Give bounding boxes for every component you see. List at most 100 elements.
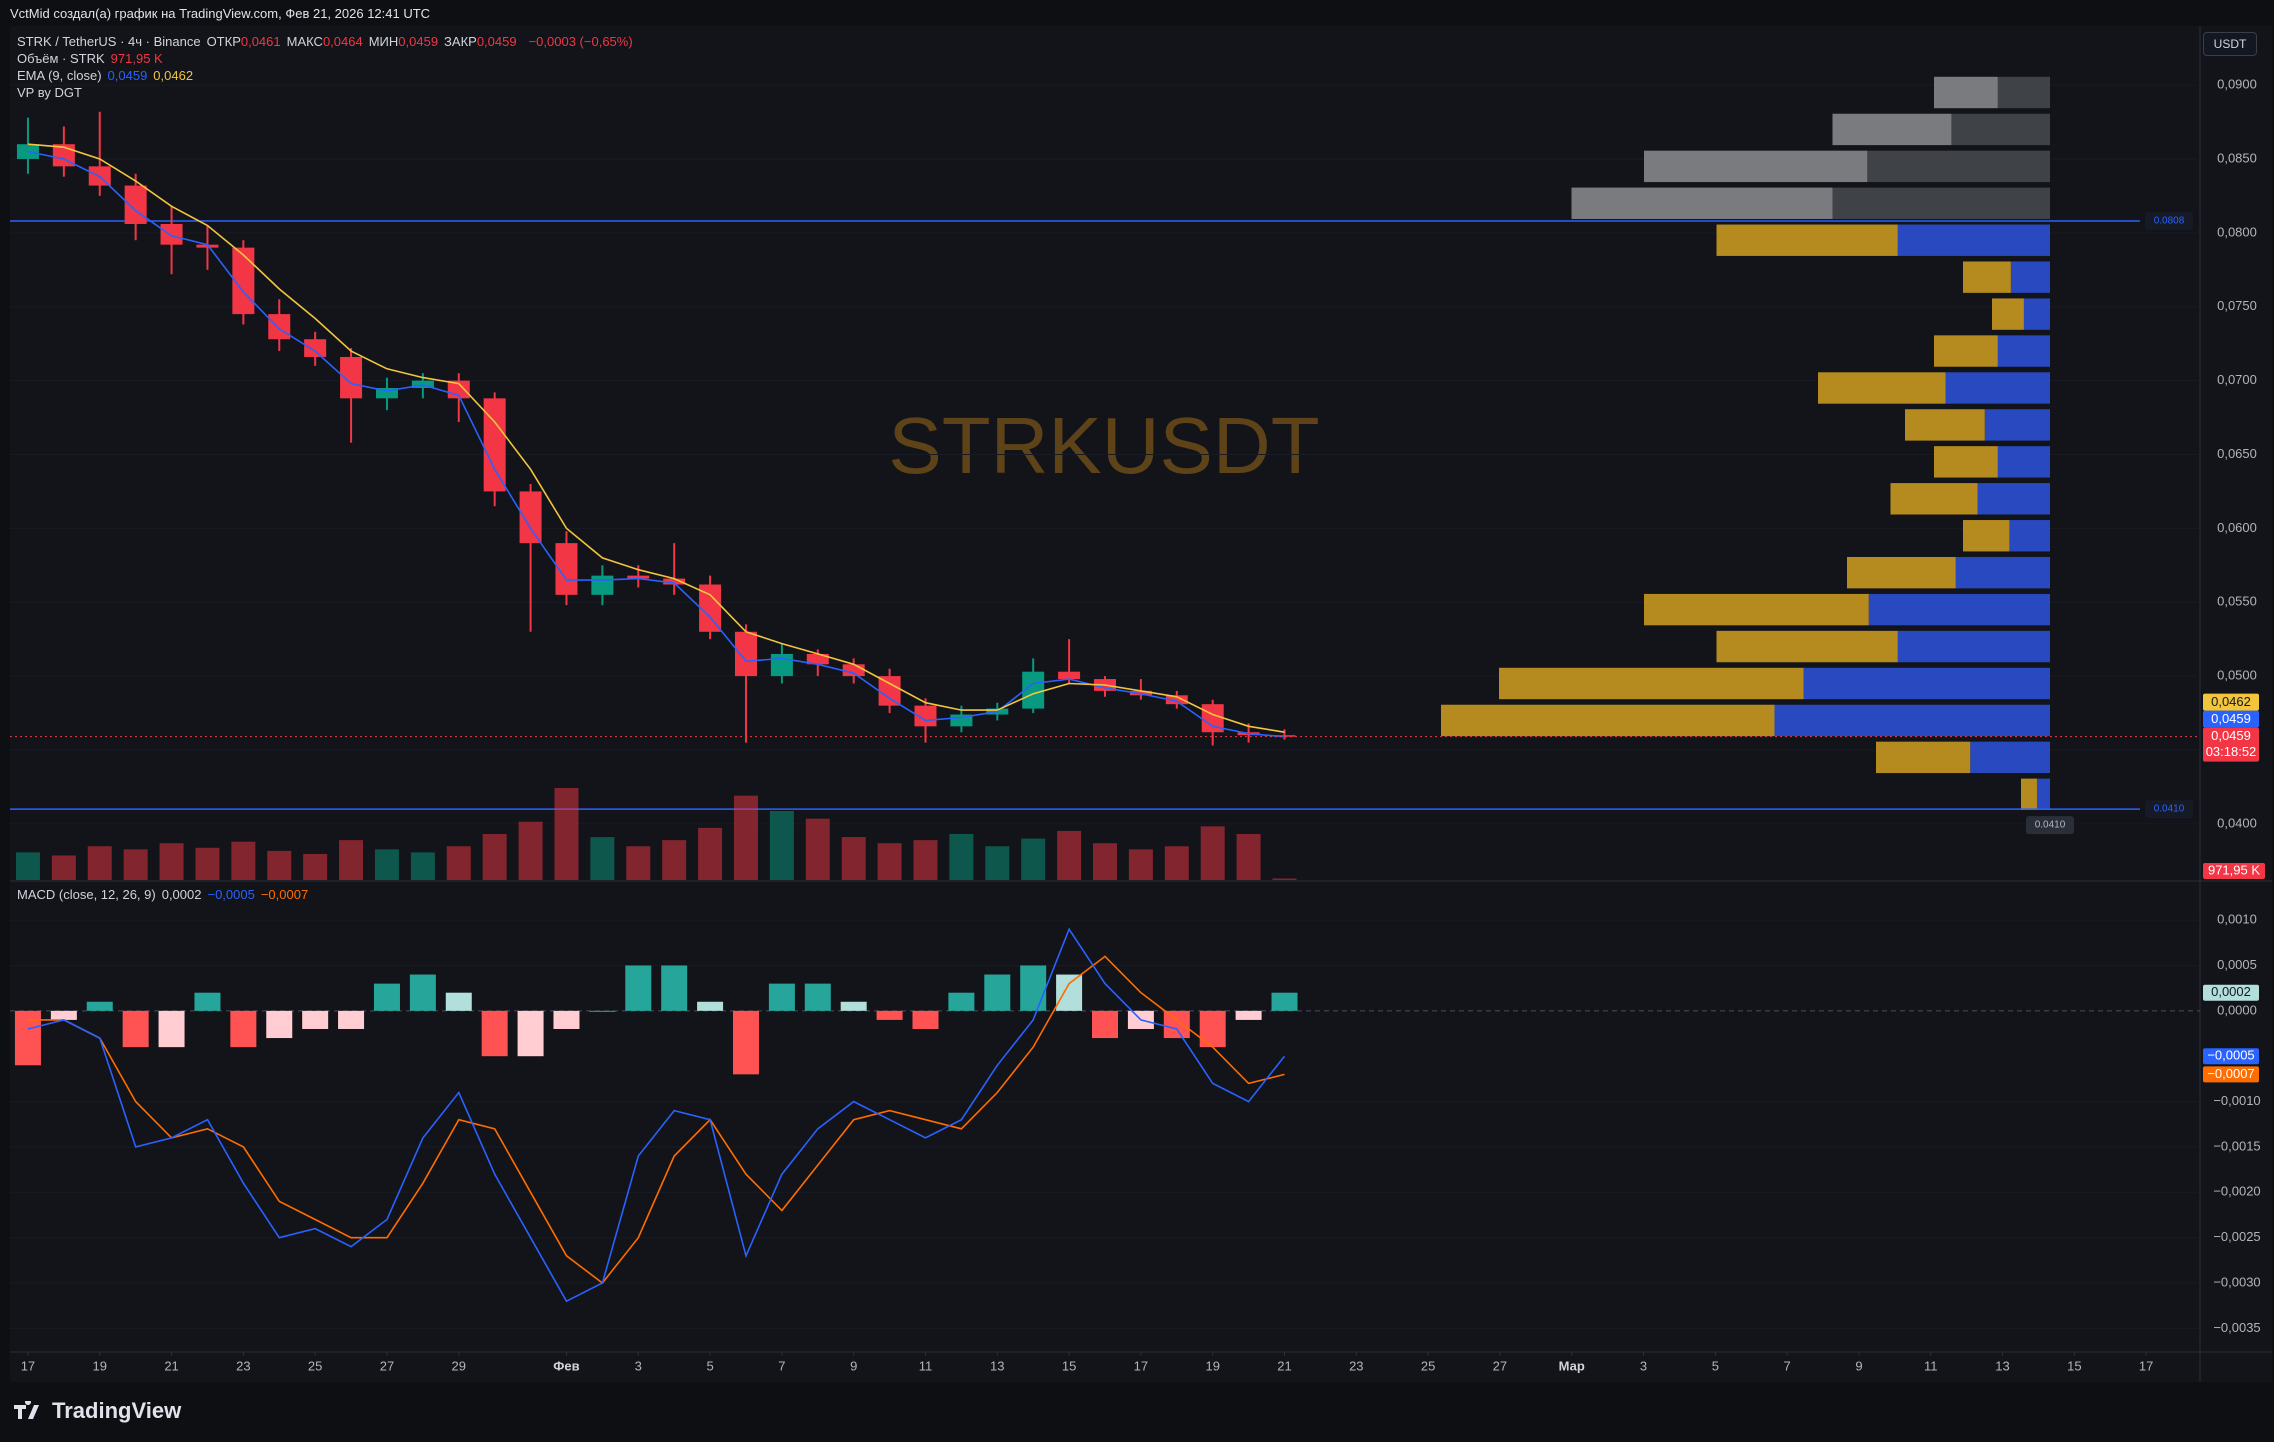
candle-body — [914, 705, 937, 727]
candle-body — [1022, 671, 1045, 709]
vp-sell — [1716, 630, 1898, 663]
vp-buy — [1997, 76, 2050, 109]
vp-sell — [1934, 76, 1998, 109]
vp-buy — [1997, 335, 2050, 367]
signal-line — [28, 955, 1285, 1285]
y-tick-label: 0,0800 — [2217, 224, 2257, 239]
histogram-bar — [984, 974, 1011, 1011]
ema-value: 0,0459 — [107, 68, 148, 83]
signal-badge — [2203, 1066, 2259, 1083]
histogram-bar — [266, 1010, 293, 1039]
volume-bar — [231, 841, 256, 880]
vp-buy — [1897, 224, 2050, 256]
x-tick-label: 27 — [380, 1358, 394, 1373]
vp-sell — [1441, 704, 1775, 737]
y-tick-label: 0,0400 — [2217, 815, 2257, 830]
vp-sell — [1499, 667, 1804, 700]
x-tick-label: 23 — [236, 1358, 250, 1373]
volume-bar — [841, 837, 866, 880]
volume-bar — [1128, 849, 1153, 880]
level-tooltip — [2026, 816, 2074, 835]
vp-buy — [1955, 556, 2050, 589]
price-legend: STRK / TetherUS · 4ч · Binance ОТКР0,0461… — [17, 33, 639, 101]
vp-buy — [1951, 113, 2050, 146]
candle-body — [555, 543, 578, 595]
logo-text: TradingView — [52, 1398, 182, 1423]
candle-body — [340, 356, 363, 399]
x-tick-label: 17 — [2139, 1358, 2153, 1373]
volume-bar — [985, 846, 1010, 880]
volume-bar — [590, 837, 615, 880]
volume-badge-label: 971,95 K — [2208, 862, 2260, 877]
macd-line — [27, 927, 1286, 1303]
candle-body — [124, 185, 147, 224]
vp-sell — [1963, 261, 2011, 293]
y-tick-label: 0,0900 — [2217, 77, 2257, 92]
ohlc: ОТКР0,0461 МАКС0,0464 МИН0,0459 ЗАКР0,0459 — [207, 34, 523, 49]
volume-bar — [410, 852, 435, 880]
histogram-bar — [768, 983, 795, 1011]
vp-buy — [1774, 704, 2050, 737]
level-tag — [2145, 212, 2193, 231]
ema-badge — [2203, 693, 2259, 711]
countdown: 03:18:52 — [2206, 744, 2257, 759]
vp-sell — [1818, 372, 1946, 404]
vp-sell — [1644, 150, 1868, 183]
volume-bar — [267, 850, 292, 880]
vp-sell — [1934, 446, 1998, 478]
histogram-bar — [409, 974, 436, 1011]
vp-buy — [1984, 409, 2050, 441]
volume-bar — [123, 849, 148, 880]
histogram-bar — [804, 983, 831, 1011]
change: −0,0003 (−0,65%) — [528, 34, 633, 49]
candle-body — [950, 714, 973, 727]
x-tick-label: 23 — [1349, 1358, 1363, 1373]
y-tick-label: −0,0010 — [2213, 1093, 2260, 1108]
candle-body — [160, 223, 183, 245]
y-tick-label: 0,0600 — [2217, 520, 2257, 535]
vp-buy — [1970, 741, 2050, 774]
volume-bar — [877, 843, 902, 880]
y-tick-label: −0,0030 — [2213, 1274, 2260, 1289]
vp-sell — [1832, 113, 1952, 146]
level-tooltip-label: 0.0410 — [2035, 820, 2066, 831]
logo[interactable]: TradingView — [12, 1398, 181, 1424]
candle-body — [16, 144, 39, 159]
histogram-bar — [1271, 992, 1298, 1011]
candle-body — [375, 387, 398, 399]
macd-badge — [2203, 1048, 2259, 1065]
candle-body — [268, 314, 291, 340]
vp-sell — [1905, 409, 1985, 441]
y-tick-label: −0,0020 — [2213, 1184, 2260, 1199]
legend-row: MACD (close, 12, 26, 9) 0,0002 −0,0005 −0,0… — [17, 886, 314, 903]
caption: VctMid создал(а) график на TradingView.c… — [10, 6, 431, 21]
vp-sell — [1847, 556, 1956, 589]
volume-bar — [303, 853, 328, 880]
y-tick-label: −0,0035 — [2213, 1320, 2260, 1335]
y-tick-label: 0,0010 — [2217, 912, 2257, 927]
x-tick-label: 17 — [21, 1358, 35, 1373]
volume-bar — [446, 846, 471, 880]
histogram-bar — [553, 1010, 580, 1029]
candle-body — [627, 575, 650, 579]
ohlc-value: 0,0459 — [476, 34, 517, 49]
y-tick-label: 0,0850 — [2217, 150, 2257, 165]
x-tick-label: 27 — [1493, 1358, 1507, 1373]
candle-body — [483, 398, 506, 492]
candle-body — [878, 676, 901, 706]
volume-bar — [1057, 830, 1082, 880]
x-tick-label: 21 — [1277, 1358, 1291, 1373]
volume-bar — [1200, 826, 1225, 880]
volume-bar — [1236, 834, 1261, 880]
volume-bar — [159, 843, 184, 880]
volume-bar — [339, 840, 364, 880]
ohlc-name: ОТКР — [206, 34, 241, 49]
volume-bar — [1093, 843, 1117, 880]
volume-bar — [1272, 878, 1297, 880]
volume-bar — [769, 811, 794, 880]
histogram-bar — [230, 1010, 257, 1048]
macd-badge-label: −0,0005 — [2207, 1048, 2254, 1063]
currency-button[interactable]: USDT — [2203, 32, 2257, 56]
histogram-bar — [1020, 965, 1047, 1011]
